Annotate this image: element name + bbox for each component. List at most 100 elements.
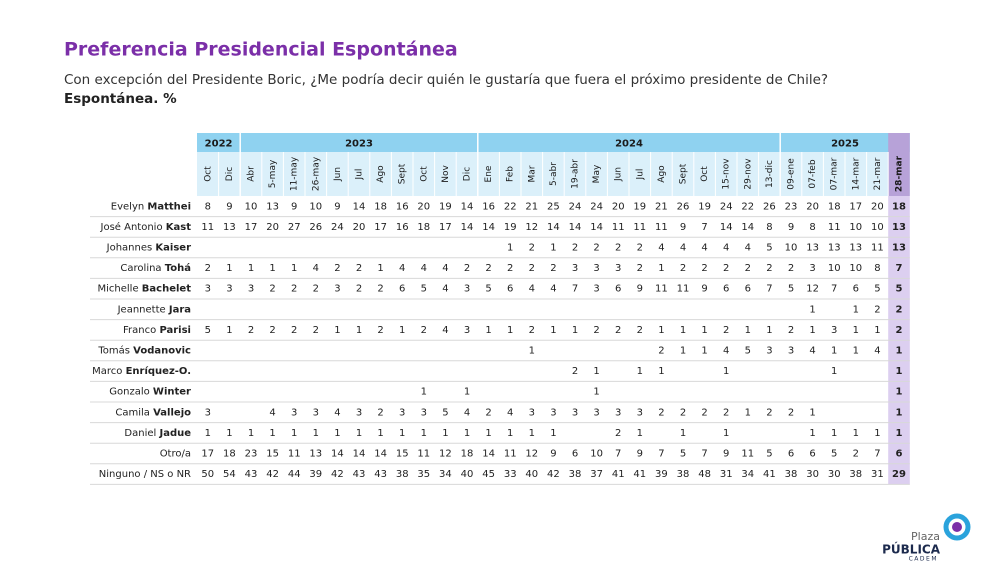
cell-value: 11 bbox=[655, 284, 668, 295]
row-name: Otro/a bbox=[160, 449, 191, 460]
cell-value: 24 bbox=[331, 222, 344, 233]
month-label: 11-may bbox=[290, 156, 300, 191]
cell-value: 1 bbox=[658, 325, 664, 336]
cell-value: 7 bbox=[766, 284, 772, 295]
cell-value: 4 bbox=[442, 325, 448, 336]
cell-value: 16 bbox=[396, 222, 409, 233]
cell-value: 2 bbox=[593, 243, 599, 254]
cell-value: 6 bbox=[745, 284, 751, 295]
cell-value: 9 bbox=[226, 201, 232, 212]
cell-value: 1 bbox=[723, 366, 729, 377]
cell-value: 1 bbox=[896, 407, 903, 418]
month-label: Jul bbox=[355, 169, 365, 181]
month-label: Oct bbox=[203, 166, 213, 182]
cell-value: 10 bbox=[785, 243, 798, 254]
cell-value: 5 bbox=[442, 407, 448, 418]
cell-value: 2 bbox=[788, 325, 794, 336]
cell-value: 4 bbox=[442, 263, 448, 274]
name-part: Bachelet bbox=[142, 284, 191, 295]
cell-value: 11 bbox=[417, 449, 430, 460]
cell-value: 2 bbox=[334, 263, 340, 274]
cell-value: 17 bbox=[374, 222, 387, 233]
cell-value: 19 bbox=[504, 222, 517, 233]
cell-value: 2 bbox=[680, 407, 686, 418]
month-label: 09-ene bbox=[787, 158, 797, 190]
cell-value: 1 bbox=[593, 366, 599, 377]
cell-value: 4 bbox=[529, 284, 535, 295]
cell-value: 3 bbox=[593, 407, 599, 418]
cell-value: 1 bbox=[205, 428, 211, 439]
cell-value: 1 bbox=[853, 304, 859, 315]
cell-value: 7 bbox=[831, 284, 837, 295]
cell-value: 18 bbox=[417, 222, 430, 233]
subtitle: Con excepción del Presidente Boric, ¿Me … bbox=[64, 72, 828, 88]
cell-value: 7 bbox=[572, 284, 578, 295]
cell-value: 2 bbox=[615, 325, 621, 336]
cell-value: 26 bbox=[677, 201, 690, 212]
cell-value: 1 bbox=[485, 325, 491, 336]
cell-value: 26 bbox=[309, 222, 322, 233]
cell-value: 1 bbox=[809, 428, 815, 439]
name-part: Tomás bbox=[97, 345, 130, 357]
cell-value: 12 bbox=[439, 449, 452, 460]
cell-value: 14 bbox=[720, 222, 733, 233]
logo: Plaza PÚBLICA CADEM bbox=[882, 513, 971, 563]
cell-value: 2 bbox=[485, 263, 491, 274]
cell-value: 2 bbox=[723, 407, 729, 418]
name-part: Kast bbox=[166, 222, 191, 233]
cell-value: 30 bbox=[828, 469, 841, 480]
cell-value: 6 bbox=[809, 449, 815, 460]
cell-value: 38 bbox=[785, 469, 798, 480]
cell-value: 7 bbox=[615, 449, 621, 460]
cell-value: 4 bbox=[809, 346, 815, 357]
cell-value: 2 bbox=[529, 263, 535, 274]
cell-value: 13 bbox=[806, 243, 819, 254]
name-part: Tohá bbox=[165, 262, 191, 274]
name-part: Gonzalo bbox=[109, 387, 149, 398]
cell-value: 2 bbox=[658, 346, 664, 357]
cell-value: 2 bbox=[313, 325, 319, 336]
month-label: 21-mar bbox=[873, 157, 883, 190]
month-label: 07-feb bbox=[808, 159, 818, 188]
cell-value: 11 bbox=[633, 222, 646, 233]
cell-value: 13 bbox=[223, 222, 236, 233]
cell-value: 1 bbox=[248, 263, 254, 274]
cell-value: 5 bbox=[745, 346, 751, 357]
cell-value: 2 bbox=[507, 263, 513, 274]
cell-value: 2 bbox=[615, 428, 621, 439]
cell-value: 5 bbox=[485, 284, 491, 295]
name-part: Parisi bbox=[159, 325, 191, 336]
name-part: Jadue bbox=[158, 428, 191, 439]
cell-value: 1 bbox=[874, 428, 880, 439]
cell-value: 6 bbox=[788, 449, 794, 460]
month-label: Sept bbox=[398, 163, 408, 184]
cell-value: 1 bbox=[572, 325, 578, 336]
cell-value: 1 bbox=[377, 428, 383, 439]
cell-value: 4 bbox=[874, 346, 880, 357]
cell-value: 1 bbox=[831, 428, 837, 439]
cell-value: 33 bbox=[504, 469, 517, 480]
cell-value: 1 bbox=[421, 428, 427, 439]
cell-value: 2 bbox=[874, 304, 880, 315]
cell-value: 16 bbox=[396, 201, 409, 212]
name-part: Jara bbox=[168, 304, 191, 315]
name-part: Vallejo bbox=[153, 407, 191, 418]
cell-value: 3 bbox=[334, 284, 340, 295]
cell-value: 1 bbox=[680, 325, 686, 336]
cell-value: 6 bbox=[896, 449, 903, 460]
name-part: José Antonio bbox=[100, 221, 163, 233]
cell-value: 1 bbox=[680, 428, 686, 439]
cell-value: 2 bbox=[291, 325, 297, 336]
cell-value: 3 bbox=[205, 284, 211, 295]
cell-value: 13 bbox=[266, 201, 279, 212]
cell-value: 1 bbox=[853, 325, 859, 336]
cell-value: 12 bbox=[806, 284, 819, 295]
cell-value: 1 bbox=[269, 428, 275, 439]
cell-value: 1 bbox=[637, 428, 643, 439]
cell-value: 54 bbox=[223, 469, 236, 480]
cell-value: 3 bbox=[572, 407, 578, 418]
cell-value: 13 bbox=[828, 243, 841, 254]
month-row-bg bbox=[197, 152, 910, 196]
cell-value: 11 bbox=[201, 222, 214, 233]
cell-value: 20 bbox=[353, 222, 366, 233]
